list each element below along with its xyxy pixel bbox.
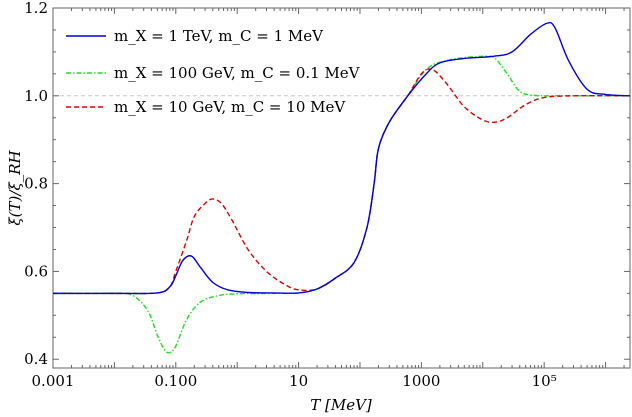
legend-label-series-1: m_X = 1 TeV, m_C = 1 MeV xyxy=(114,27,324,45)
series-layer xyxy=(52,21,631,354)
y-tick-label: 1.0 xyxy=(24,87,48,105)
series-line-1 xyxy=(52,21,631,295)
x-tick-label: 10⁵ xyxy=(532,372,557,390)
y-tick-label: 0.6 xyxy=(24,262,48,280)
x-axis-title: T [MeV] xyxy=(310,396,372,414)
x-tick-label: 0.001 xyxy=(32,372,75,390)
y-axis-ticks: 0.4 0.6 0.8 1.0 1.2 xyxy=(24,0,630,368)
legend: m_X = 1 TeV, m_C = 1 MeV m_X = 100 GeV, … xyxy=(66,27,361,116)
x-axis-ticks: 0.001 0.100 10 1000 10⁵ xyxy=(32,8,625,390)
x-tick-label: 0.100 xyxy=(154,372,197,390)
y-axis-title: ξ(T)/ξ_RH xyxy=(6,150,24,226)
series-line-2 xyxy=(52,55,631,354)
y-tick-label: 1.2 xyxy=(24,0,48,17)
y-tick-label: 0.4 xyxy=(24,350,48,368)
legend-label-series-2: m_X = 100 GeV, m_C = 0.1 MeV xyxy=(114,64,361,82)
legend-label-series-3: m_X = 10 GeV, m_C = 10 MeV xyxy=(114,98,346,116)
y-tick-label: 0.8 xyxy=(24,175,48,193)
x-tick-label: 10 xyxy=(289,372,308,390)
plot-frame xyxy=(52,7,631,369)
x-tick-label: 1000 xyxy=(402,372,440,390)
